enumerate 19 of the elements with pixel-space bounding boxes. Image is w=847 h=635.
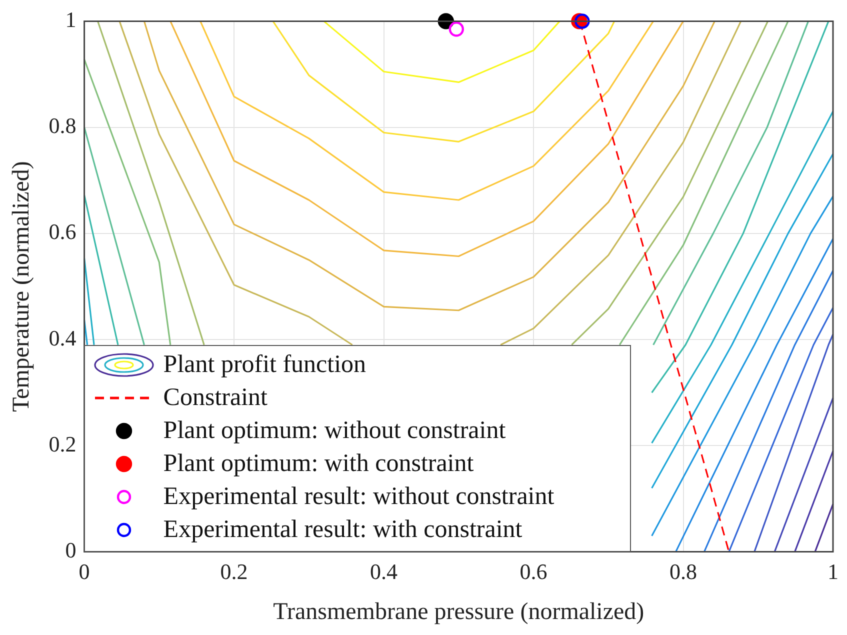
x-tick-label: 0.4 — [370, 558, 398, 584]
x-tick-label: 1 — [828, 558, 838, 584]
y-tick-label: 0.4 — [48, 325, 76, 350]
x-axis-title: Transmembrane pressure (normalized) — [273, 598, 644, 625]
y-tick-label: 1 — [65, 6, 76, 32]
y-tick-label: 0.8 — [48, 113, 76, 138]
x-tick-label: 0.8 — [670, 558, 698, 584]
legend-label: Plant optimum: without constraint — [163, 417, 506, 446]
legend-label: Plant profit function — [163, 351, 366, 380]
y-tick-label: 0 — [65, 538, 76, 563]
x-tick-label: 0.6 — [520, 558, 548, 584]
legend-label: Constraint — [163, 384, 268, 412]
x-tick-label: 0.2 — [220, 558, 248, 584]
y-tick-label: 0.6 — [48, 219, 76, 244]
legend-label: Plant optimum: with constraint — [163, 450, 474, 478]
legend-label: Experimental result: with constraint — [163, 516, 522, 544]
y-axis-title: Temperature (normalized) — [8, 161, 35, 412]
y-tick-label: 0.2 — [48, 431, 76, 456]
legend-label: Experimental result: without constraint — [163, 483, 554, 512]
